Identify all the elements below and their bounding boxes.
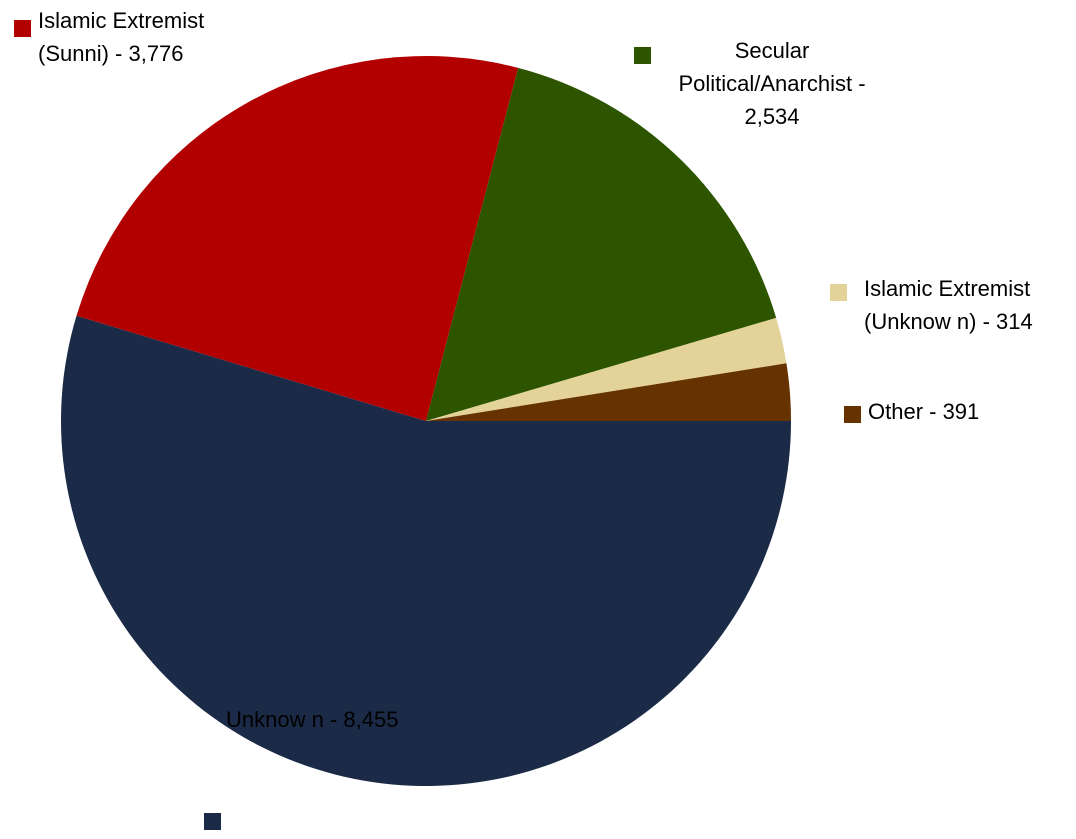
data-label-islamic-extremist-sunni: Islamic Extremist (Sunni) - 3,776	[38, 8, 204, 66]
data-label-islamic-extremist-unknown: Islamic Extremist (Unknow n) - 314	[864, 276, 1033, 334]
pie-labels: Unknow n - 8,455 Islamic Extremist (Sunni)…	[14, 8, 1033, 830]
label-swatch-islamic-extremist-sunni	[14, 20, 31, 37]
pie-slice-other	[426, 363, 791, 421]
data-label-unknown: Unknow n - 8,455	[226, 707, 398, 732]
pie-slice-secular-political-anarchist	[426, 67, 777, 421]
label-swatch-unknown	[204, 813, 221, 830]
data-label-secular-political-anarchist: Secular Political/Anarchist -2,534	[678, 38, 865, 129]
pie-slices	[60, 56, 792, 787]
pie-slice-islamic-extremist-sunni	[76, 56, 519, 421]
label-swatch-islamic-extremist-unknown	[830, 284, 847, 301]
pie-slice-unknown	[60, 315, 792, 787]
data-label-other: Other - 391	[868, 399, 979, 424]
label-swatch-other	[844, 406, 861, 423]
pie-slice-islamic-extremist-unknown	[426, 317, 787, 421]
label-swatch-secular-political-anarchist	[634, 47, 651, 64]
